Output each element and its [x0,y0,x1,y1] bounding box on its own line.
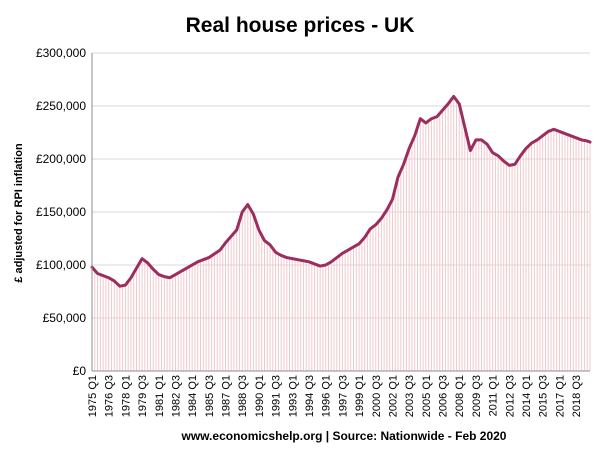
x-tick-label: 1994 Q3 [304,375,316,417]
x-tick-label: 1976 Q3 [104,375,116,417]
x-tick-label: 1979 Q3 [137,375,149,417]
series-line-group [90,94,592,288]
x-tick-label: 2006 Q3 [438,375,450,417]
x-tick-label: 1975 Q1 [87,375,99,417]
area-fill [91,96,591,371]
x-tick-label: 2011 Q1 [488,375,500,416]
y-tick-label: £0 [73,364,87,378]
x-tick-label: 2005 Q1 [421,375,433,417]
x-tick-label: 1981 Q1 [154,375,166,417]
x-tick-label: 2002 Q1 [387,375,399,417]
x-tick-label: 1987 Q1 [221,375,233,417]
y-tick-labels: £0 £50,000 £100,000 £150,000 £200,000 £250,00… [36,46,86,378]
x-tick-labels: 1975 Q1 1976 Q3 1978 Q1 1979 Q3 1981 Q1 1982 … [87,375,583,417]
x-tick-label: 1984 Q1 [187,375,199,417]
x-tick-label: 2012 Q3 [504,375,516,417]
axes [91,53,590,372]
y-tick-label: £100,000 [36,258,86,272]
x-tick-label: 2003 Q3 [404,375,416,417]
y-tick-label: £250,000 [36,99,86,113]
x-tick-label: 1996 Q1 [321,375,333,417]
series-line [90,94,592,288]
x-tick-label: 2014 Q1 [521,375,533,417]
x-tick-label: 1999 Q1 [354,375,366,417]
y-tick-label: £150,000 [36,205,86,219]
x-tick-label: 2018 Q3 [571,375,583,417]
source-note: www.economicshelp.org | Source: Nationwi… [181,429,507,443]
x-tick-label: 2000 Q3 [371,375,383,417]
x-tick-label: 1978 Q1 [120,375,132,417]
x-tick-label: 2009 Q3 [471,375,483,417]
y-tick-label: £300,000 [36,46,86,60]
x-tick-label: 1993 Q1 [287,375,299,417]
area-fill-bars [91,96,591,371]
y-axis-label: £ adjusted for RPI inflation [13,143,25,283]
x-tick-label: 2017 Q1 [554,375,566,417]
x-tick-label: 1988 Q3 [237,375,249,417]
x-tick-label: 1990 Q1 [254,375,266,417]
x-tick-label: 2015 Q3 [538,375,550,417]
y-tick-label: £50,000 [43,311,87,325]
x-tick-label: 1982 Q3 [170,375,182,417]
y-tick-label: £200,000 [36,152,86,166]
x-tick-label: 1991 Q3 [271,375,283,417]
x-tick-label: 1997 Q3 [337,375,349,417]
chart-title: Real house prices - UK [186,14,415,37]
x-tick-label: 2008 Q1 [454,375,466,417]
x-tick-label: 1985 Q3 [204,375,216,417]
